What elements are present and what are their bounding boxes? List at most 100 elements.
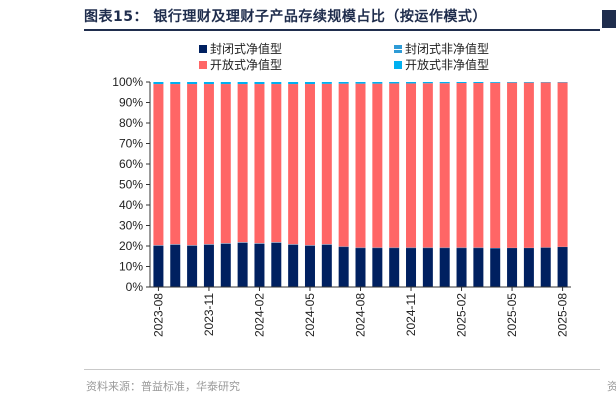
adjacent-panel-edge <box>602 10 616 28</box>
x-tick-label: 2024-05 <box>303 293 317 337</box>
bar-segment <box>439 82 450 84</box>
bar-segment <box>490 82 501 83</box>
x-tick-label: 2023-11 <box>202 293 216 336</box>
bar-segment <box>456 248 467 287</box>
bar-segment <box>288 244 299 245</box>
y-tick-label: 50% <box>119 178 143 192</box>
bar-segment <box>523 248 534 287</box>
bar-segment <box>153 82 164 85</box>
adjacent-panel-text: 资 <box>607 380 616 393</box>
bar-segment <box>456 83 467 248</box>
bar-segment <box>220 82 231 85</box>
bar-segment <box>153 245 164 246</box>
x-tick-label: 2023-08 <box>151 293 165 337</box>
legend-item-open-non-nav: 开放式非净值型 <box>394 56 489 73</box>
bar-segment <box>389 248 400 287</box>
bar-segment <box>422 83 433 248</box>
bar-segment <box>220 243 231 244</box>
title-rule <box>84 29 600 31</box>
bar-segment <box>389 83 400 248</box>
bar-segment <box>507 82 518 248</box>
bar-segment <box>187 245 198 246</box>
legend-swatch <box>394 45 402 53</box>
bar-segment <box>372 83 383 248</box>
y-tick-label: 0% <box>126 280 144 294</box>
bar-segment <box>490 248 501 287</box>
bar-segment <box>220 84 231 244</box>
bar-segment <box>507 82 518 83</box>
chart-title: 图表15： 银行理财及理财子产品存续规模占比（按运作模式） <box>84 9 487 25</box>
bar-segment <box>170 244 181 245</box>
y-tick-label: 80% <box>119 116 143 130</box>
y-tick-label: 30% <box>119 219 143 233</box>
bar-segment <box>203 84 214 245</box>
x-tick-label: 2024-11 <box>404 293 418 336</box>
bar-segment <box>338 83 349 247</box>
bar-segment <box>557 247 568 287</box>
x-tick-label: 2025-08 <box>556 293 570 337</box>
bar-segment <box>540 247 551 287</box>
bar-segment <box>237 242 248 287</box>
bar-segment <box>254 82 265 85</box>
legend-swatch <box>199 45 207 53</box>
bar-segment <box>187 246 198 287</box>
source-note: 资料来源：普益标准，华泰研究 <box>86 380 240 393</box>
bar-segment <box>288 82 299 85</box>
bar-segment <box>304 246 315 287</box>
bar-segment <box>203 244 214 245</box>
y-tick-label: 40% <box>119 198 143 212</box>
bar-segment <box>406 248 417 287</box>
bar-segment <box>153 84 164 246</box>
bar-segment <box>389 82 400 84</box>
legend-label: 开放式非净值型 <box>405 58 490 72</box>
bar-segment <box>355 83 366 248</box>
bar-segment <box>490 82 501 249</box>
bar-segment <box>288 244 299 287</box>
bar-segment <box>237 84 248 243</box>
bar-segment <box>237 82 248 85</box>
legend-swatch <box>199 61 207 69</box>
bar-segment <box>304 82 315 85</box>
bar-segment <box>321 244 332 287</box>
source-rule <box>84 369 600 370</box>
bar-segment <box>237 242 248 243</box>
bar-segment <box>338 247 349 287</box>
bar-segment <box>406 82 417 84</box>
bar-segment <box>355 82 366 84</box>
bar-segment <box>523 82 534 83</box>
bar-segment <box>271 84 282 243</box>
bar-segment <box>254 84 265 244</box>
bar-segment <box>372 82 383 84</box>
bar-segment <box>473 83 484 248</box>
bar-segment <box>288 84 299 245</box>
bar-segment <box>304 84 315 246</box>
bar-segment <box>557 82 568 247</box>
y-tick-label: 90% <box>119 96 143 110</box>
bar-segment <box>254 243 265 287</box>
bar-segment <box>203 244 214 287</box>
bar-segment <box>271 242 282 287</box>
legend-item-closed-non-nav: 封闭式非净值型 <box>394 40 489 57</box>
bar-segment <box>406 83 417 248</box>
y-tick-label: 100% <box>112 75 143 89</box>
bar-segment <box>456 82 467 84</box>
bar-segment <box>473 82 484 84</box>
y-tick-label: 10% <box>119 260 143 274</box>
legend-label: 封闭式非净值型 <box>405 42 490 56</box>
bar-segment <box>439 83 450 248</box>
bar-segment <box>254 243 265 244</box>
x-tick-label: 2025-02 <box>455 293 469 337</box>
bar-segment <box>187 82 198 85</box>
bar-segment <box>170 244 181 287</box>
y-tick-label: 60% <box>119 157 143 171</box>
legend-item-closed-nav: 封闭式净值型 <box>199 40 282 57</box>
bar-segment <box>321 244 332 245</box>
bar-segment <box>355 248 366 287</box>
bar-segment <box>203 82 214 85</box>
bar-segment <box>540 82 551 248</box>
bar-segment <box>170 84 181 245</box>
bar-segment <box>523 82 534 248</box>
bar-segment <box>321 83 332 245</box>
bar-segment <box>473 248 484 287</box>
